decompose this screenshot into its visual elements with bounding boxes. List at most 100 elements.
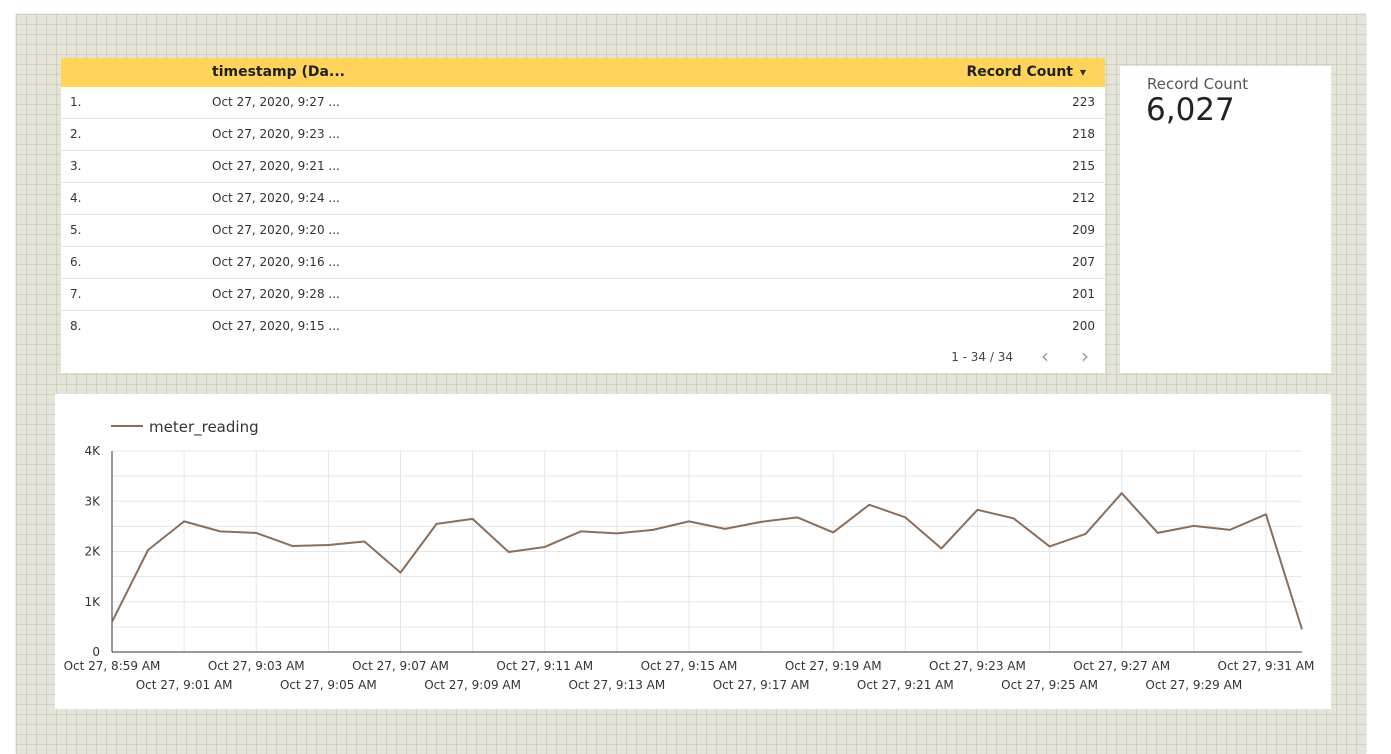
x-tick-label: Oct 27, 9:09 AM bbox=[424, 678, 521, 692]
data-point bbox=[651, 528, 655, 532]
data-point bbox=[290, 544, 294, 548]
x-tick-label: Oct 27, 9:11 AM bbox=[496, 659, 593, 673]
x-tick-label: Oct 27, 9:21 AM bbox=[857, 678, 954, 692]
row-timestamp: Oct 27, 2020, 9:20 ... bbox=[212, 223, 340, 237]
y-tick-label: 4K bbox=[84, 444, 101, 458]
scorecard: Record Count 6,027 bbox=[1120, 66, 1331, 373]
legend-label: meter_reading bbox=[149, 418, 259, 437]
row-record-count: 215 bbox=[1072, 159, 1095, 173]
row-record-count: 200 bbox=[1072, 319, 1095, 333]
data-point bbox=[362, 539, 366, 543]
data-point bbox=[1120, 491, 1124, 495]
data-point bbox=[615, 531, 619, 535]
x-tick-label: Oct 27, 9:27 AM bbox=[1073, 659, 1170, 673]
pagination: 1 - 34 / 34 ‹ › bbox=[865, 345, 1105, 369]
data-point bbox=[1048, 544, 1052, 548]
table-row[interactable]: 6. Oct 27, 2020, 9:16 ... 207 bbox=[61, 247, 1105, 279]
y-tick-label: 3K bbox=[84, 494, 101, 508]
x-tick-label: Oct 27, 9:01 AM bbox=[136, 678, 233, 692]
pagination-range: 1 - 34 / 34 bbox=[951, 350, 1013, 364]
data-point bbox=[507, 550, 511, 554]
x-tick-label: Oct 27, 9:03 AM bbox=[208, 659, 305, 673]
data-point bbox=[471, 517, 475, 521]
data-point bbox=[1264, 512, 1268, 516]
row-index: 3. bbox=[70, 159, 82, 173]
data-point bbox=[1192, 524, 1196, 528]
row-timestamp: Oct 27, 2020, 9:24 ... bbox=[212, 191, 340, 205]
scorecard-label: Record Count bbox=[1147, 75, 1249, 93]
table-row[interactable]: 3. Oct 27, 2020, 9:21 ... 215 bbox=[61, 151, 1105, 183]
data-point bbox=[759, 520, 763, 524]
data-point bbox=[687, 519, 691, 523]
data-point bbox=[182, 519, 186, 523]
column-header-timestamp[interactable]: timestamp (Da... bbox=[212, 64, 345, 80]
column-header-record-count-label: Record Count bbox=[966, 64, 1073, 80]
chevron-left-icon[interactable]: ‹ bbox=[1041, 344, 1049, 368]
x-tick-label: Oct 27, 9:19 AM bbox=[785, 659, 882, 673]
row-index: 8. bbox=[70, 319, 82, 333]
data-point bbox=[975, 508, 979, 512]
table-row[interactable]: 7. Oct 27, 2020, 9:28 ... 201 bbox=[61, 279, 1105, 311]
row-index: 2. bbox=[70, 127, 82, 141]
data-point bbox=[831, 530, 835, 534]
data-point bbox=[146, 548, 150, 552]
table-body: 1. Oct 27, 2020, 9:27 ... 223 2. Oct 27, 202… bbox=[61, 87, 1105, 343]
table-chart: timestamp (Da... Record Count ▼ 1. Oct 27… bbox=[61, 58, 1105, 373]
data-point bbox=[903, 515, 907, 519]
table-header: timestamp (Da... Record Count ▼ bbox=[61, 58, 1105, 87]
x-tick-label: Oct 27, 9:13 AM bbox=[568, 678, 665, 692]
x-tick-label: Oct 27, 9:17 AM bbox=[713, 678, 810, 692]
data-point bbox=[867, 503, 871, 507]
series-line-meter-reading bbox=[111, 492, 1303, 630]
row-record-count: 218 bbox=[1072, 127, 1095, 141]
y-tick-label: 2K bbox=[84, 545, 101, 559]
line-chart-svg: 0 1K 2K 3K 4K Oct 27, 8:59 AM Oct 27, 9:01 AM O… bbox=[64, 418, 1315, 692]
data-point bbox=[1084, 532, 1088, 536]
row-record-count: 207 bbox=[1072, 255, 1095, 269]
row-index: 6. bbox=[70, 255, 82, 269]
row-index: 1. bbox=[70, 95, 82, 109]
row-timestamp: Oct 27, 2020, 9:27 ... bbox=[212, 95, 340, 109]
data-point bbox=[1228, 528, 1232, 532]
x-tick-label: Oct 27, 8:59 AM bbox=[64, 659, 161, 673]
column-header-record-count[interactable]: Record Count ▼ bbox=[966, 58, 1089, 87]
row-timestamp: Oct 27, 2020, 9:16 ... bbox=[212, 255, 340, 269]
table-row[interactable]: 1. Oct 27, 2020, 9:27 ... 223 bbox=[61, 87, 1105, 119]
scorecard-value: 6,027 bbox=[1146, 92, 1235, 128]
table-row[interactable]: 5. Oct 27, 2020, 9:20 ... 209 bbox=[61, 215, 1105, 247]
data-point bbox=[1012, 516, 1016, 520]
chevron-right-icon[interactable]: › bbox=[1081, 344, 1089, 368]
row-record-count: 223 bbox=[1072, 95, 1095, 109]
row-index: 7. bbox=[70, 287, 82, 301]
x-tick-label: Oct 27, 9:07 AM bbox=[352, 659, 449, 673]
y-tick-label: 0 bbox=[92, 645, 100, 659]
data-point bbox=[435, 522, 439, 526]
row-timestamp: Oct 27, 2020, 9:21 ... bbox=[212, 159, 340, 173]
row-record-count: 209 bbox=[1072, 223, 1095, 237]
row-record-count: 201 bbox=[1072, 287, 1095, 301]
y-tick-label: 1K bbox=[84, 595, 101, 609]
data-point bbox=[939, 546, 943, 550]
data-point bbox=[723, 527, 727, 531]
table-row[interactable]: 2. Oct 27, 2020, 9:23 ... 218 bbox=[61, 119, 1105, 151]
x-tick-label: Oct 27, 9:25 AM bbox=[1001, 678, 1098, 692]
data-point bbox=[795, 515, 799, 519]
data-point bbox=[579, 529, 583, 533]
row-timestamp: Oct 27, 2020, 9:23 ... bbox=[212, 127, 340, 141]
data-point bbox=[1300, 627, 1304, 631]
row-index: 4. bbox=[70, 191, 82, 205]
x-tick-label: Oct 27, 9:31 AM bbox=[1218, 659, 1315, 673]
x-tick-label: Oct 27, 9:05 AM bbox=[280, 678, 377, 692]
x-tick-label: Oct 27, 9:23 AM bbox=[929, 659, 1026, 673]
row-timestamp: Oct 27, 2020, 9:28 ... bbox=[212, 287, 340, 301]
row-record-count: 212 bbox=[1072, 191, 1095, 205]
data-point bbox=[254, 531, 258, 535]
data-point bbox=[543, 545, 547, 549]
line-chart: 0 1K 2K 3K 4K Oct 27, 8:59 AM Oct 27, 9:01 AM O… bbox=[55, 394, 1331, 709]
table-row[interactable]: 8. Oct 27, 2020, 9:15 ... 200 bbox=[61, 311, 1105, 343]
data-point bbox=[398, 571, 402, 575]
table-row[interactable]: 4. Oct 27, 2020, 9:24 ... 212 bbox=[61, 183, 1105, 215]
row-timestamp: Oct 27, 2020, 9:15 ... bbox=[212, 319, 340, 333]
data-point bbox=[326, 543, 330, 547]
caret-down-icon[interactable]: ▼ bbox=[1079, 68, 1087, 77]
